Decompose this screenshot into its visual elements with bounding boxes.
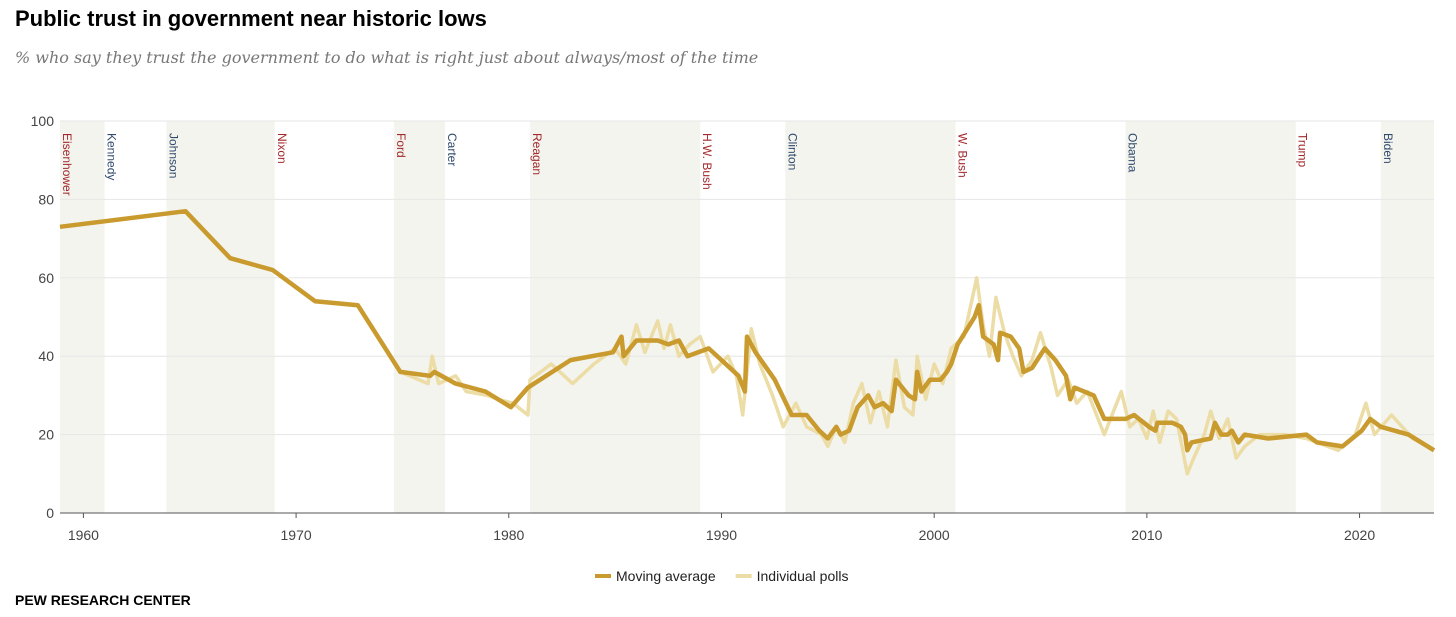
term-band — [1125, 121, 1296, 513]
x-tick-label: 1970 — [281, 527, 312, 543]
x-tick-label: 2000 — [919, 527, 950, 543]
chart-subtitle: % who say they trust the government to d… — [15, 48, 758, 67]
president-label: Clinton — [785, 133, 799, 170]
chart-title: Public trust in government near historic… — [15, 6, 487, 31]
president-label: Nixon — [275, 133, 289, 164]
president-label: Biden — [1381, 133, 1395, 164]
president-label: Carter — [445, 133, 459, 166]
y-tick-label: 40 — [38, 348, 54, 364]
y-tick-label: 60 — [38, 270, 54, 286]
y-tick-label: 100 — [31, 113, 55, 129]
president-label: Reagan — [530, 133, 544, 175]
x-tick-label: 1960 — [68, 527, 99, 543]
x-tick-label: 1990 — [706, 527, 737, 543]
y-tick-label: 20 — [38, 427, 54, 443]
y-tick-label: 0 — [46, 505, 54, 521]
term-band — [1380, 121, 1434, 513]
president-label: Johnson — [166, 133, 180, 178]
series-line — [59, 208, 1436, 453]
term-band — [60, 121, 105, 513]
term-band — [393, 121, 445, 513]
president-label: Trump — [1296, 133, 1310, 168]
x-tick-label: 2020 — [1344, 527, 1375, 543]
president-label: W. Bush — [955, 133, 969, 178]
legend-label: Moving average — [616, 568, 716, 584]
x-tick-label: 1980 — [493, 527, 524, 543]
term-band — [785, 121, 956, 513]
president-label: Eisenhower — [60, 133, 74, 196]
source: PEW RESEARCH CENTER — [15, 592, 191, 608]
president-label: Ford — [394, 133, 408, 158]
term-band — [166, 121, 275, 513]
president-label: Kennedy — [105, 133, 119, 180]
term-band — [530, 121, 701, 513]
y-tick-label: 80 — [38, 191, 54, 207]
president-label: Obama — [1126, 133, 1140, 173]
legend-label: Individual polls — [757, 568, 849, 584]
x-tick-label: 2010 — [1131, 527, 1162, 543]
president-label: H.W. Bush — [700, 133, 714, 190]
